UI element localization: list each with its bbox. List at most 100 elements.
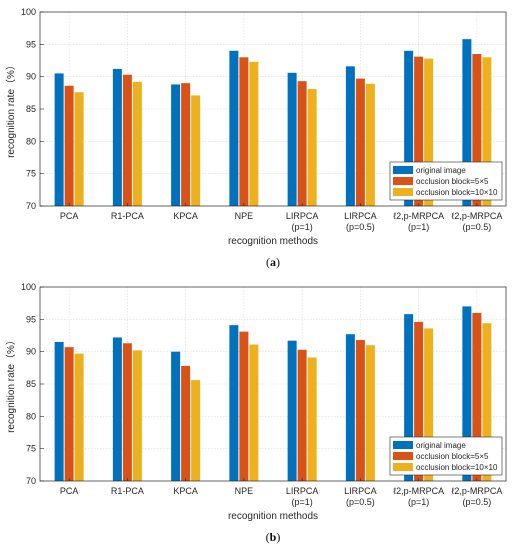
y-tick-label: 70 [26,476,36,486]
bar-1-6 [345,334,355,481]
y-tick-label: 70 [26,201,36,211]
legend: original image occlusion block=5×5 occlusi… [389,436,503,476]
bar-3-3 [191,95,201,206]
legend-label-1: original image [416,441,466,450]
x-tick-sublabel: (p=0.5) [346,497,375,507]
bar-1-7 [404,50,414,206]
bar-2-5 [297,81,307,206]
x-tick-sublabel: (p=1) [291,497,312,507]
x-tick-label: ℓ2,p-MRPCA [393,486,444,496]
x-tick-sublabel: (p=1) [408,222,429,232]
bar-2-7 [414,321,424,481]
legend-swatch-2 [393,177,413,185]
legend-swatch-3 [393,463,413,471]
bar-2-8 [472,312,482,481]
y-tick-label: 85 [26,104,36,114]
x-tick-sublabel: (p=1) [291,222,312,232]
legend-label-2: occlusion block=5×5 [416,177,489,186]
bar-1-7 [404,314,414,481]
bar-2-5 [297,349,307,481]
x-axis-label: recognition methods [228,236,318,247]
figure-caption: (a) [266,255,280,269]
figure-caption: (b) [266,530,281,544]
bar-1-1 [54,73,64,206]
x-tick-label: R1-PCA [111,211,144,221]
bar-1-3 [171,84,181,206]
bar-3-8 [482,323,492,481]
bar-3-1 [74,353,84,481]
axes-box [39,286,507,482]
legend-swatch-2 [393,452,413,460]
bar-1-1 [54,341,64,481]
x-tick-label: LIRPCA [286,211,319,221]
x-tick-label: LIRPCA [344,486,377,496]
bar-2-4 [239,57,249,207]
bar-1-6 [345,66,355,206]
x-tick-sublabel: (p=0.5) [462,497,491,507]
x-tick-label: R1-PCA [111,486,144,496]
caption-close-paren: ) [276,530,280,544]
legend-swatch-1 [393,441,413,449]
bar-3-5 [307,88,317,206]
bar-2-2 [122,343,132,481]
x-tick-label: KPCA [173,211,198,221]
y-tick-label: 80 [26,411,36,421]
bar-2-2 [122,74,132,206]
y-tick-label: 85 [26,379,36,389]
bar-2-6 [355,78,365,206]
x-tick-label: KPCA [173,486,198,496]
bar-3-2 [132,350,142,481]
x-tick-label: PCA [60,211,79,221]
bar-1-4 [229,325,239,481]
legend-label-3: occlusion block=10×10 [416,463,498,472]
y-tick-label: 75 [26,169,36,179]
bar-3-2 [132,81,142,206]
x-tick-label: ℓ2,p-MRPCA [451,211,502,221]
axes-box [39,11,507,207]
bar-2-3 [181,365,191,481]
caption-letter: b [270,530,277,544]
y-tick-label: 90 [26,347,36,357]
bar-3-1 [74,92,84,206]
x-tick-label: ℓ2,p-MRPCA [393,211,444,221]
bar-1-5 [287,340,297,481]
bar-2-8 [472,54,482,207]
legend-label-3: occlusion block=10×10 [416,188,498,197]
x-tick-label: LIRPCA [286,486,319,496]
bar-1-3 [171,351,181,481]
bar-3-3 [191,380,201,481]
bar-2-4 [239,331,249,481]
x-tick-label: PCA [60,486,79,496]
y-tick-label: 100 [21,282,36,292]
x-tick-label: LIRPCA [344,211,377,221]
y-tick-label: 95 [26,39,36,49]
bar-3-5 [307,357,317,481]
legend-swatch-3 [393,188,413,196]
bar-2-7 [414,56,424,207]
bar-3-6 [365,345,375,481]
bar-1-8 [462,39,472,206]
bar-2-1 [64,85,74,206]
y-axis-label: recognition rate（%） [5,60,17,158]
x-tick-sublabel: (p=0.5) [462,222,491,232]
y-tick-label: 90 [26,72,36,82]
bar-1-2 [112,68,122,206]
bar-1-2 [112,337,122,481]
caption-open-paren: ( [266,530,270,544]
y-tick-label: 95 [26,314,36,324]
x-tick-sublabel: (p=0.5) [346,222,375,232]
x-tick-label: ℓ2,p-MRPCA [451,486,502,496]
bar-3-7 [424,58,434,207]
bar-2-3 [181,83,191,206]
legend-label-2: occlusion block=5×5 [416,452,489,461]
x-tick-sublabel: (p=1) [408,497,429,507]
bar-2-1 [64,347,74,481]
bar-3-6 [365,83,375,206]
bar-3-7 [424,328,434,481]
x-axis-label: recognition methods [228,511,318,522]
bar-3-8 [482,57,492,207]
bar-1-8 [462,306,472,481]
bar-2-6 [355,340,365,481]
x-tick-label: NPE [235,486,254,496]
